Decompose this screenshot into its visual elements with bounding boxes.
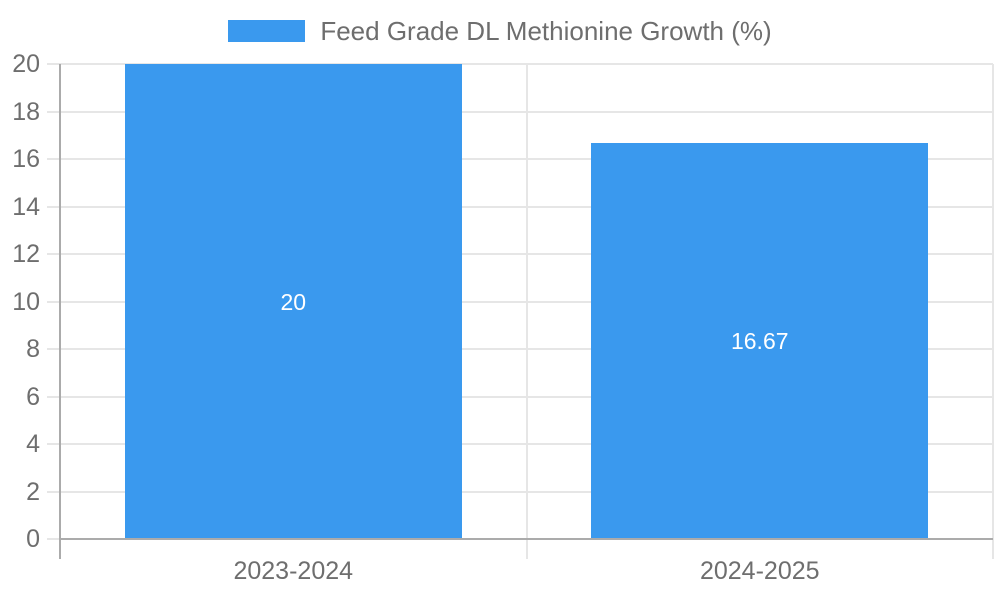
y-axis-line <box>59 64 61 559</box>
y-tick-label: 18 <box>12 97 40 126</box>
v-gridline <box>992 64 994 559</box>
y-tick-label: 6 <box>26 382 40 411</box>
y-tick-mark <box>47 253 60 255</box>
y-tick-label: 12 <box>12 240 40 268</box>
y-tick-mark <box>47 538 60 540</box>
y-tick-label: 14 <box>12 192 40 221</box>
y-tick-mark <box>47 300 60 303</box>
y-tick-label: 20 <box>12 50 40 78</box>
bar[interactable] <box>591 143 929 539</box>
chart-legend[interactable]: Feed Grade DL Methionine Growth (%) <box>0 15 1000 46</box>
y-tick-mark <box>47 348 60 350</box>
y-tick-label: 4 <box>26 430 40 458</box>
bar[interactable] <box>124 64 462 539</box>
y-tick-mark <box>47 110 60 113</box>
x-axis-label: 2023-2024 <box>233 557 354 585</box>
v-gridline <box>525 64 528 559</box>
y-tick-label: 2 <box>26 477 40 506</box>
y-tick-mark <box>47 490 60 493</box>
y-tick-label: 8 <box>26 335 40 363</box>
x-axis-label: 2024-2025 <box>699 557 820 585</box>
y-tick-mark <box>47 158 60 160</box>
y-tick-mark <box>47 443 60 445</box>
y-tick-mark <box>47 63 60 65</box>
y-tick-label: 16 <box>12 145 40 173</box>
x-axis-line <box>60 538 993 540</box>
legend-label: Feed Grade DL Methionine Growth (%) <box>320 15 772 46</box>
y-tick-label: 10 <box>12 287 40 316</box>
y-tick-mark <box>47 395 60 398</box>
y-tick-label: 0 <box>26 525 40 553</box>
y-tick-mark <box>47 205 60 208</box>
legend-swatch <box>228 20 306 42</box>
